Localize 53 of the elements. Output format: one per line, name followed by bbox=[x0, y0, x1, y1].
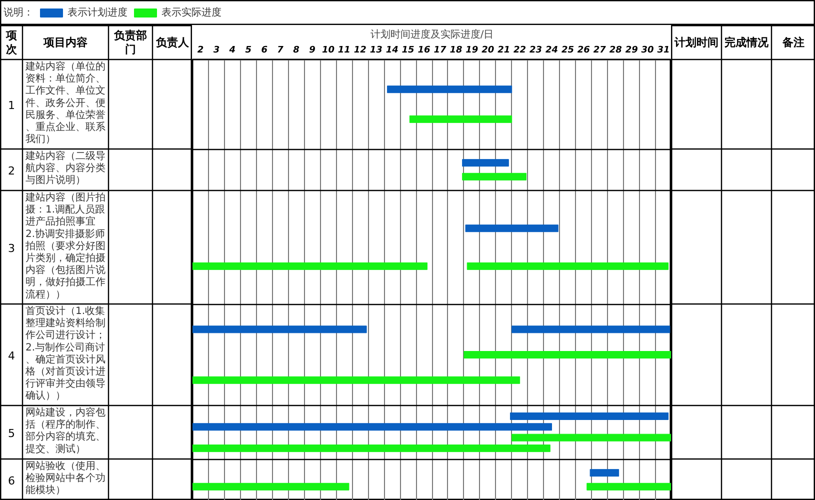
y-tick-label: 首页设计（1.收集整理建站资料给制作公司进行设计；2.与制作公司商讨、确定首页设计风格（对首页设计进行评审并交由领导确认）） bbox=[24, 305, 106, 402]
text: 完成情况 bbox=[724, 36, 770, 49]
x-tick-label: 22 bbox=[514, 46, 526, 56]
x-tick-label: 12 bbox=[354, 46, 366, 56]
text: 负责人 bbox=[155, 36, 190, 49]
y-axis-title: 项目内容 bbox=[42, 36, 88, 49]
text: 计划时间 bbox=[674, 36, 718, 49]
x-tick-label: 19 bbox=[466, 46, 478, 56]
text: 4 bbox=[8, 349, 15, 362]
x-tick-label: 7 bbox=[277, 46, 284, 56]
x-tick-label: 18 bbox=[450, 46, 462, 56]
legend-label: 表示计划进度 bbox=[68, 6, 128, 18]
x-tick-label: 24 bbox=[545, 46, 558, 56]
x-tick-label: 5 bbox=[245, 46, 252, 56]
y-tick-label: 网站验收（使用、检验网站中各个功能模块） bbox=[26, 460, 106, 496]
x-tick-label: 30 bbox=[641, 46, 654, 56]
x-tick-label: 9 bbox=[309, 46, 316, 56]
x-tick-label: 25 bbox=[561, 46, 574, 56]
text: 项次 bbox=[5, 28, 18, 56]
text: 3 bbox=[8, 242, 15, 255]
x-tick-label: 14 bbox=[386, 46, 398, 56]
x-tick-label: 15 bbox=[402, 46, 414, 56]
x-tick-label: 23 bbox=[530, 46, 542, 56]
text: 负责部门 bbox=[113, 28, 147, 56]
text: 6 bbox=[8, 474, 15, 488]
x-tick-label: 4 bbox=[228, 46, 236, 56]
x-tick-label: 20 bbox=[482, 46, 494, 56]
y-tick-label: 建站内容（二级导航内容、内容分类与图片说明） bbox=[24, 150, 106, 186]
x-tick-label: 6 bbox=[261, 46, 268, 56]
x-tick-label: 27 bbox=[593, 46, 607, 56]
x-tick-label: 3 bbox=[213, 46, 220, 56]
x-tick-label: 13 bbox=[370, 46, 382, 56]
x-tick-label: 8 bbox=[293, 46, 300, 56]
y-tick-label: 网站建设，内容包括（程序的制作、部分内容的填充、提交、测试） bbox=[26, 406, 106, 455]
x-tick-label: 17 bbox=[434, 46, 447, 56]
x-tick-label: 29 bbox=[625, 46, 638, 56]
x-tick-label: 2 bbox=[197, 46, 204, 56]
x-tick-label: 26 bbox=[577, 46, 590, 56]
x-tick-label: 21 bbox=[498, 46, 510, 56]
x-tick-label: 11 bbox=[338, 46, 350, 56]
legend-label: 表示实际进度 bbox=[162, 6, 222, 18]
text: 2 bbox=[8, 164, 15, 178]
x-tick-label: 10 bbox=[322, 46, 334, 56]
text: 备注 bbox=[782, 36, 804, 49]
legend-title: 说明： bbox=[4, 6, 34, 18]
x-axis-title: 计划时间进度及实际进度/日 bbox=[370, 28, 494, 40]
category-label: 建站内容（图片拍摄：1.调配人员跟进产品拍照事宜 2.协调安排摄影师拍照（要求分好图片类别，确定拍摄内容（包括图片说明，做好拍摄工作流程）） bbox=[26, 192, 106, 300]
text: 5 bbox=[8, 426, 15, 440]
x-tick-label: 28 bbox=[609, 46, 622, 56]
text: 1 bbox=[8, 98, 15, 112]
x-tick-label: 16 bbox=[418, 46, 430, 56]
y-tick-label: 建站内容（单位的资料：单位简介、工作文件、单位文件、政务公开、便民服务、单位荣誉、重点企业、联系我们） bbox=[24, 60, 106, 146]
x-tick-label: 31 bbox=[657, 46, 670, 56]
